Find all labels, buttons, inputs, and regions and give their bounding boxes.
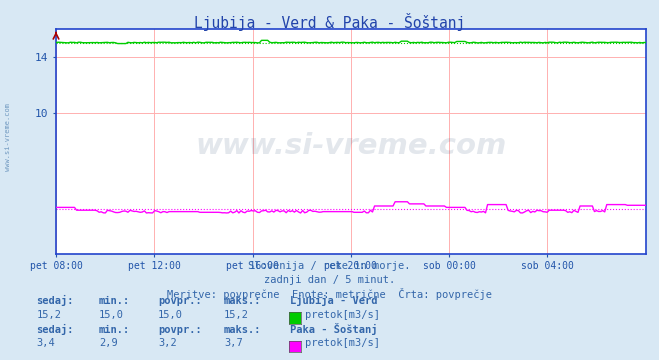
Text: 15,2: 15,2 xyxy=(224,310,249,320)
Text: 15,2: 15,2 xyxy=(36,310,61,320)
Text: pretok[m3/s]: pretok[m3/s] xyxy=(305,310,380,320)
Text: Slovenija / reke in morje.: Slovenija / reke in morje. xyxy=(248,261,411,271)
Text: www.si-vreme.com: www.si-vreme.com xyxy=(5,103,11,171)
Text: 2,9: 2,9 xyxy=(99,338,117,348)
Text: povpr.:: povpr.: xyxy=(158,325,202,335)
Text: pretok[m3/s]: pretok[m3/s] xyxy=(305,338,380,348)
Text: povpr.:: povpr.: xyxy=(158,296,202,306)
Text: Paka - Šoštanj: Paka - Šoštanj xyxy=(290,323,378,335)
Text: sedaj:: sedaj: xyxy=(36,324,74,335)
Text: min.:: min.: xyxy=(99,296,130,306)
Text: Ljubija - Verd: Ljubija - Verd xyxy=(290,295,378,306)
Text: www.si-vreme.com: www.si-vreme.com xyxy=(195,132,507,160)
Text: maks.:: maks.: xyxy=(224,296,262,306)
Text: sedaj:: sedaj: xyxy=(36,295,74,306)
Text: min.:: min.: xyxy=(99,325,130,335)
Text: zadnji dan / 5 minut.: zadnji dan / 5 minut. xyxy=(264,275,395,285)
Text: Meritve: povprečne  Enote: metrične  Črta: povprečje: Meritve: povprečne Enote: metrične Črta:… xyxy=(167,288,492,300)
Text: 3,7: 3,7 xyxy=(224,338,243,348)
Text: 15,0: 15,0 xyxy=(158,310,183,320)
Text: maks.:: maks.: xyxy=(224,325,262,335)
Text: 3,2: 3,2 xyxy=(158,338,177,348)
Text: 3,4: 3,4 xyxy=(36,338,55,348)
Text: Ljubija - Verd & Paka - Šoštanj: Ljubija - Verd & Paka - Šoštanj xyxy=(194,13,465,31)
Text: 15,0: 15,0 xyxy=(99,310,124,320)
